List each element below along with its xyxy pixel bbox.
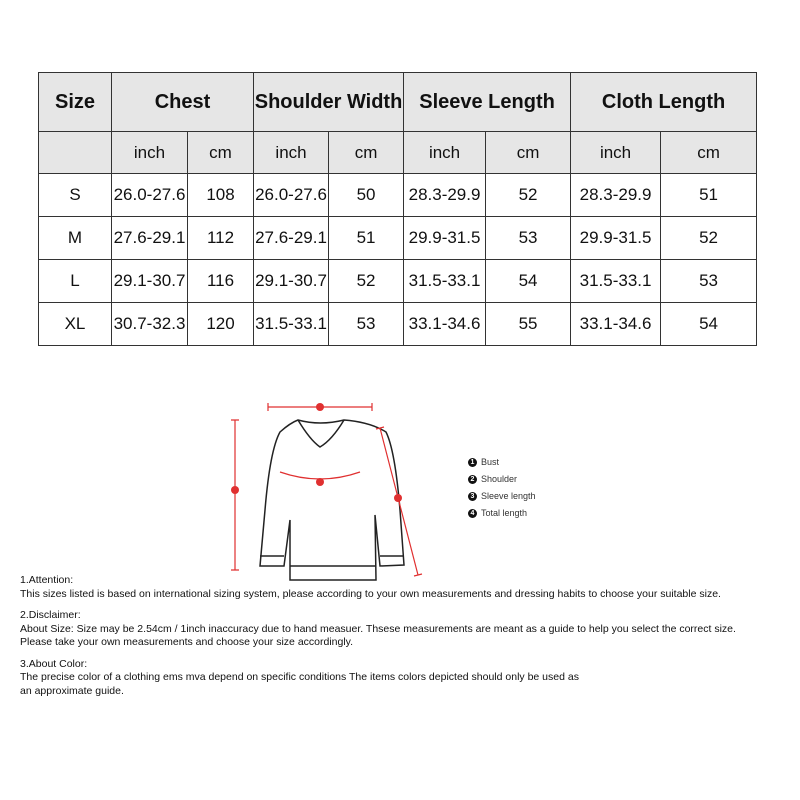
- value-cell: 52: [328, 259, 405, 303]
- legend-item: 2 Shoulder: [468, 471, 536, 488]
- value-cell: 30.7-32.3: [111, 302, 188, 346]
- header-sleeve-length: Sleeve Length: [403, 72, 572, 132]
- note-text: an approximate guide.: [20, 684, 124, 697]
- sweater-outline-image: [231, 403, 423, 581]
- value-cell: 31.5-33.1: [253, 302, 330, 346]
- note-block: 2.Disclaimer: About Size: Size may be 2.5…: [20, 609, 736, 650]
- value-cell: 33.1-34.6: [403, 302, 487, 346]
- note-block: 1.Attention: This sizes listed is based o…: [20, 574, 736, 601]
- value-cell: 31.5-33.1: [570, 259, 662, 303]
- legend-item: 4 Total length: [468, 505, 536, 522]
- number-badge-icon: 2: [468, 475, 477, 485]
- value-cell: 52: [660, 216, 758, 260]
- measurement-legend: 1 Bust 2 Shoulder 3 Sleeve length 4 Total lengt…: [468, 454, 536, 522]
- value-cell: 54: [660, 302, 758, 346]
- value-cell: 29.9-31.5: [570, 216, 662, 260]
- header-cloth-length: Cloth Length: [570, 72, 758, 132]
- size-cell: S: [38, 173, 112, 217]
- table-row: L 29.1-30.7 116 29.1-30.7 52 31.5-33.1 54 31.5-…: [38, 259, 758, 303]
- legend-label: Sleeve length: [481, 491, 536, 501]
- note-title: 1.Attention:: [20, 574, 74, 586]
- value-cell: 54: [485, 259, 572, 303]
- legend-label: Shoulder: [481, 474, 518, 484]
- legend-item: 1 Bust: [468, 454, 536, 471]
- note-text: This sizes listed is based on internatio…: [20, 587, 721, 600]
- note-text: About Size: Size may be 2.54cm / 1inch i…: [20, 622, 736, 635]
- unit-cell: inch: [570, 131, 662, 174]
- legend-label: Total length: [481, 508, 528, 518]
- table-row: S 26.0-27.6 108 26.0-27.6 50 28.3-29.9 52 28.3-…: [38, 173, 758, 217]
- note-title: 3.About Color:: [20, 657, 88, 670]
- value-cell: 26.0-27.6: [253, 173, 330, 217]
- number-badge-icon: 1: [468, 458, 477, 468]
- note-text: Please take your own measurements and ch…: [20, 636, 354, 648]
- value-cell: 53: [328, 302, 405, 346]
- unit-cell: inch: [403, 131, 487, 174]
- value-cell: 50: [328, 173, 405, 217]
- header-row: Size Chest Shoulder Width Sleeve Length …: [38, 72, 758, 132]
- table-row: XL 30.7-32.3 120 31.5-33.1 53 33.1-34.6 55 33.1…: [38, 302, 758, 346]
- unit-cell: cm: [328, 131, 405, 174]
- value-cell: 29.9-31.5: [403, 216, 487, 260]
- value-cell: 29.1-30.7: [111, 259, 188, 303]
- value-cell: 52: [485, 173, 572, 217]
- value-cell: 27.6-29.1: [253, 216, 330, 260]
- value-cell: 51: [328, 216, 405, 260]
- value-cell: 31.5-33.1: [403, 259, 487, 303]
- value-cell: 28.3-29.9: [403, 173, 487, 217]
- unit-cell: cm: [660, 131, 758, 174]
- sweater-measurement-diagram: [210, 390, 450, 590]
- value-cell: 108: [186, 173, 255, 217]
- value-cell: 26.0-27.6: [111, 173, 188, 217]
- number-badge-icon: 3: [468, 492, 477, 502]
- value-cell: 53: [485, 216, 572, 260]
- note-text: The precise color of a clothing ems mva …: [20, 671, 579, 683]
- notes-section: 1.Attention: This sizes listed is based o…: [20, 574, 736, 706]
- value-cell: 51: [660, 173, 758, 217]
- size-chart-table: Size Chest Shoulder Width Sleeve Length …: [38, 72, 758, 346]
- value-cell: 33.1-34.6: [570, 302, 662, 346]
- note-title: 2.Disclaimer:: [20, 609, 81, 621]
- value-cell: 55: [485, 302, 572, 346]
- header-shoulder-width: Shoulder Width: [253, 72, 405, 132]
- unit-cell: inch: [111, 131, 188, 174]
- number-badge-icon: 4: [468, 509, 477, 519]
- size-cell: M: [38, 216, 112, 260]
- size-cell: L: [38, 259, 112, 303]
- unit-cell: cm: [485, 131, 572, 174]
- unit-blank: [38, 131, 112, 174]
- header-chest: Chest: [110, 72, 255, 132]
- header-size: Size: [38, 72, 112, 132]
- legend-label: Bust: [481, 457, 500, 467]
- value-cell: 28.3-29.9: [570, 173, 662, 217]
- unit-cell: cm: [186, 131, 255, 174]
- value-cell: 116: [186, 259, 255, 303]
- note-block: 3.About Color: The precise color of a clo…: [20, 658, 736, 699]
- value-cell: 27.6-29.1: [111, 216, 188, 260]
- value-cell: 120: [186, 302, 255, 346]
- legend-item: 3 Sleeve length: [468, 488, 536, 505]
- size-cell: XL: [38, 302, 112, 346]
- table-row: M 27.6-29.1 112 27.6-29.1 51 29.9-31.5 53 29.9-…: [38, 216, 758, 260]
- value-cell: 53: [660, 259, 758, 303]
- value-cell: 112: [186, 216, 255, 260]
- value-cell: 29.1-30.7: [253, 259, 330, 303]
- unit-cell: inch: [253, 131, 330, 174]
- unit-row: inch cm inch cm inch cm inch cm: [38, 131, 758, 174]
